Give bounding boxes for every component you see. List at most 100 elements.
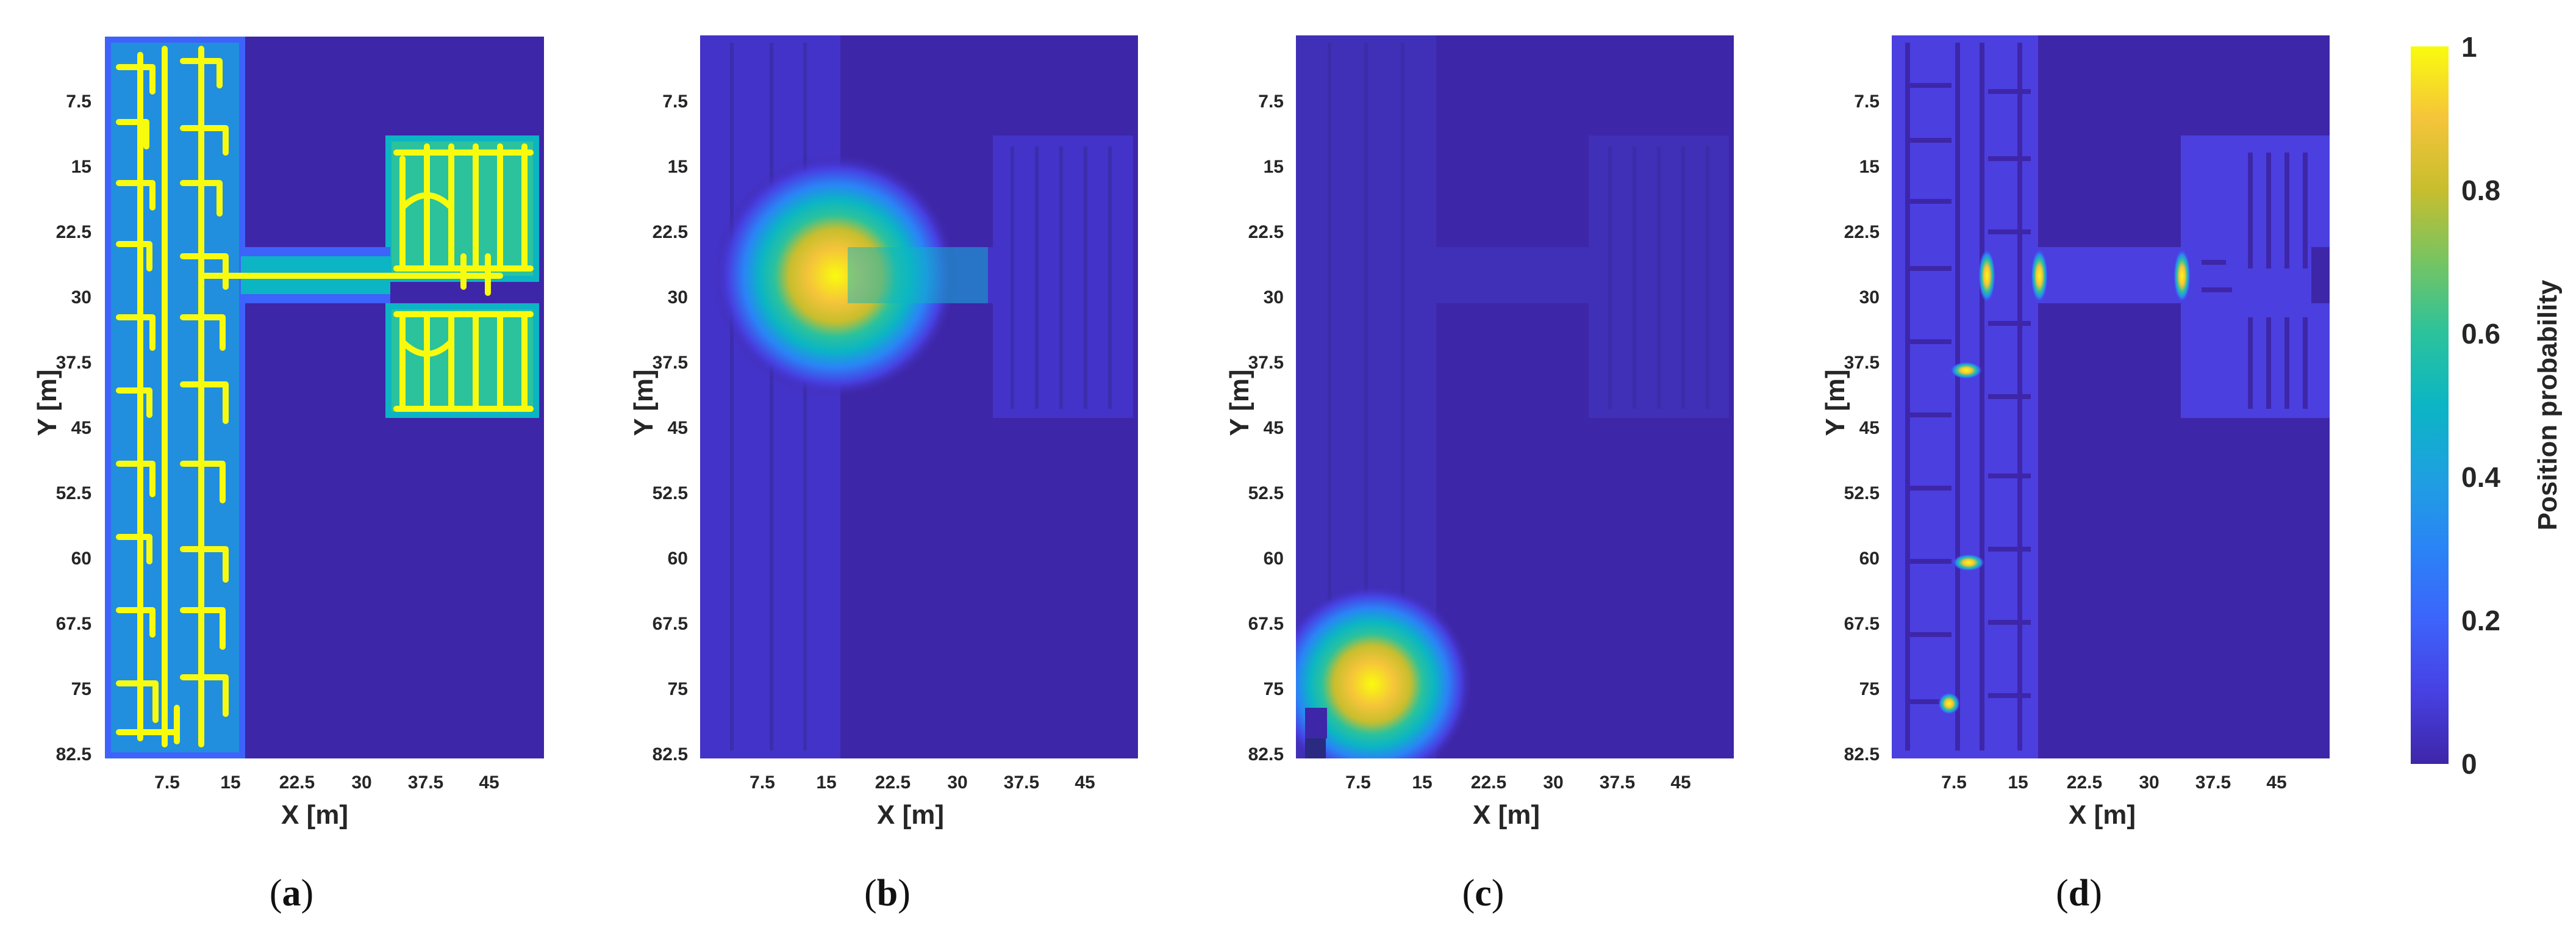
panel-a-ytick: 37.5 <box>56 353 91 373</box>
panel-d-peak <box>2031 249 2048 303</box>
panel-a-x-label: X [m] <box>281 800 348 830</box>
panel-a-ytick: 15 <box>71 157 91 177</box>
panel-d-xtick: 22.5 <box>2067 772 2102 793</box>
panel-d-xtick: 7.5 <box>1941 772 1967 793</box>
panel-d-peak <box>1938 693 1960 715</box>
panel-d-ytick: 45 <box>1859 418 1880 438</box>
colorbar-tick: 0.4 <box>2461 461 2500 493</box>
panel-d-ytick: 15 <box>1859 157 1880 177</box>
panel-c-caption: (c) <box>1462 873 1504 914</box>
panel-c-x-label: X [m] <box>1473 800 1540 830</box>
colorbar: 0 0.2 0.4 0.6 0.8 1 Position probability <box>2411 31 2563 780</box>
panel-b-xtick: 37.5 <box>1004 772 1039 793</box>
panel-d-ytick: 7.5 <box>1854 92 1880 112</box>
panel-c-xtick: 7.5 <box>1345 772 1371 793</box>
panel-c-xtick: 15 <box>1412 772 1432 793</box>
panel-d-y-ticks: 7.5 15 22.5 30 37.5 45 52.5 60 67.5 75 8… <box>1844 92 1880 765</box>
panel-c-y-label: Y [m] <box>1225 369 1254 436</box>
panel-b-ytick: 30 <box>668 287 688 308</box>
panel-b-heatmap: 7.5 15 22.5 30 37.5 45 52.5 60 67.5 75 8… <box>629 35 1138 914</box>
panel-d-ytick: 82.5 <box>1844 744 1880 765</box>
panel-b-ytick: 37.5 <box>653 353 688 373</box>
panel-b-xtick: 30 <box>947 772 967 793</box>
panel-b-ytick: 22.5 <box>653 222 688 242</box>
panel-d-ytick: 30 <box>1859 287 1880 308</box>
panel-b-y-ticks: 7.5 15 22.5 30 37.5 45 52.5 60 67.5 75 8… <box>653 92 688 765</box>
panel-a-xtick: 22.5 <box>279 772 315 793</box>
panel-b-xtick: 22.5 <box>875 772 911 793</box>
colorbar-tick: 0.8 <box>2461 175 2500 206</box>
panel-d-ytick: 22.5 <box>1844 222 1880 242</box>
panel-a-ytick: 22.5 <box>56 222 91 242</box>
panel-b-ytick: 60 <box>668 549 688 569</box>
panel-d-peak <box>1953 554 1984 571</box>
panel-b-ytick: 82.5 <box>653 744 688 765</box>
panel-c-ytick: 75 <box>1264 679 1284 699</box>
panel-d-ytick: 37.5 <box>1844 353 1880 373</box>
panel-a-ytick: 82.5 <box>56 744 91 765</box>
panel-c-ytick: 45 <box>1264 418 1284 438</box>
panel-c-xtick: 45 <box>1670 772 1690 793</box>
panel-d-peak <box>2174 249 2191 303</box>
colorbar-label: Position probability <box>2533 279 2563 530</box>
panel-c-xtick: 37.5 <box>1600 772 1635 793</box>
panel-b-ytick: 45 <box>668 418 688 438</box>
panel-a-y-ticks: 7.5 15 22.5 30 37.5 45 52.5 60 67.5 75 8… <box>56 92 91 765</box>
panel-d-x-label: X [m] <box>2069 800 2136 830</box>
panel-c-ytick: 37.5 <box>1248 353 1284 373</box>
panel-d-ytick: 75 <box>1859 679 1880 699</box>
colorbar-tick: 0.6 <box>2461 318 2500 350</box>
panel-c-xtick: 30 <box>1543 772 1563 793</box>
panel-a-ytick: 30 <box>71 287 91 308</box>
panel-c-heatmap: 7.5 15 22.5 30 37.5 45 52.5 60 67.5 75 8… <box>1225 35 1734 914</box>
panel-b-ytick: 67.5 <box>653 614 688 634</box>
colorbar-gradient <box>2411 46 2449 764</box>
panel-c-x-ticks: 7.5 15 22.5 30 37.5 45 <box>1345 772 1691 793</box>
panel-d-xtick: 45 <box>2266 772 2286 793</box>
panel-a-ytick: 75 <box>71 679 91 699</box>
panel-d-ytick: 60 <box>1859 549 1880 569</box>
panel-d-peak <box>1950 362 1982 379</box>
panel-b-xtick: 7.5 <box>750 772 775 793</box>
panel-c-xtick: 22.5 <box>1471 772 1506 793</box>
panel-b-caption: (b) <box>864 873 911 914</box>
panel-a-paths <box>116 46 534 747</box>
panel-b-ytick: 75 <box>668 679 688 699</box>
panel-c-ytick: 52.5 <box>1248 483 1284 503</box>
panel-c-ytick: 30 <box>1264 287 1284 308</box>
panel-c-ytick: 15 <box>1264 157 1284 177</box>
panel-d-xtick: 30 <box>2139 772 2159 793</box>
panel-d-xtick: 15 <box>2008 772 2028 793</box>
panel-c-probability-blob <box>1296 583 1473 758</box>
panel-b-xtick: 15 <box>816 772 836 793</box>
panel-a-xtick: 45 <box>479 772 499 793</box>
panel-b-probability-blob <box>714 154 957 398</box>
panel-a-x-ticks: 7.5 15 22.5 30 37.5 45 <box>154 772 499 793</box>
panel-b-x-label: X [m] <box>877 800 944 830</box>
panel-a-caption: (a) <box>270 873 313 914</box>
panel-d-peaks <box>1938 249 2191 715</box>
panel-a-ytick: 52.5 <box>56 483 91 503</box>
panel-b-ytick: 15 <box>668 157 688 177</box>
panel-d-y-label: Y [m] <box>1820 369 1850 436</box>
panel-a-xtick: 15 <box>220 772 240 793</box>
panel-c-ytick: 82.5 <box>1248 744 1284 765</box>
panel-a-ytick: 67.5 <box>56 614 91 634</box>
panel-b-ytick: 52.5 <box>653 483 688 503</box>
colorbar-ticks: 0 0.2 0.4 0.6 0.8 1 <box>2461 31 2500 780</box>
panel-a-xtick: 37.5 <box>408 772 443 793</box>
panel-d-ytick: 67.5 <box>1844 614 1880 634</box>
panel-b-y-label: Y [m] <box>629 369 659 436</box>
panel-d-heatmap: 7.5 15 22.5 30 37.5 45 52.5 60 67.5 75 8… <box>1820 35 2330 914</box>
colorbar-tick: 0 <box>2461 748 2477 780</box>
panel-a-ytick: 45 <box>71 418 91 438</box>
panel-a-heatmap: 7.5 15 22.5 30 37.5 45 52.5 60 67.5 75 8… <box>32 37 544 914</box>
colorbar-tick: 1 <box>2461 31 2477 63</box>
panel-c-ytick: 7.5 <box>1258 92 1284 112</box>
panel-d-walls <box>1905 43 2308 751</box>
panel-a-xtick: 7.5 <box>154 772 180 793</box>
panel-b-ytick: 7.5 <box>662 92 688 112</box>
panel-a-ytick: 7.5 <box>66 92 91 112</box>
panel-d-xtick: 37.5 <box>2195 772 2231 793</box>
